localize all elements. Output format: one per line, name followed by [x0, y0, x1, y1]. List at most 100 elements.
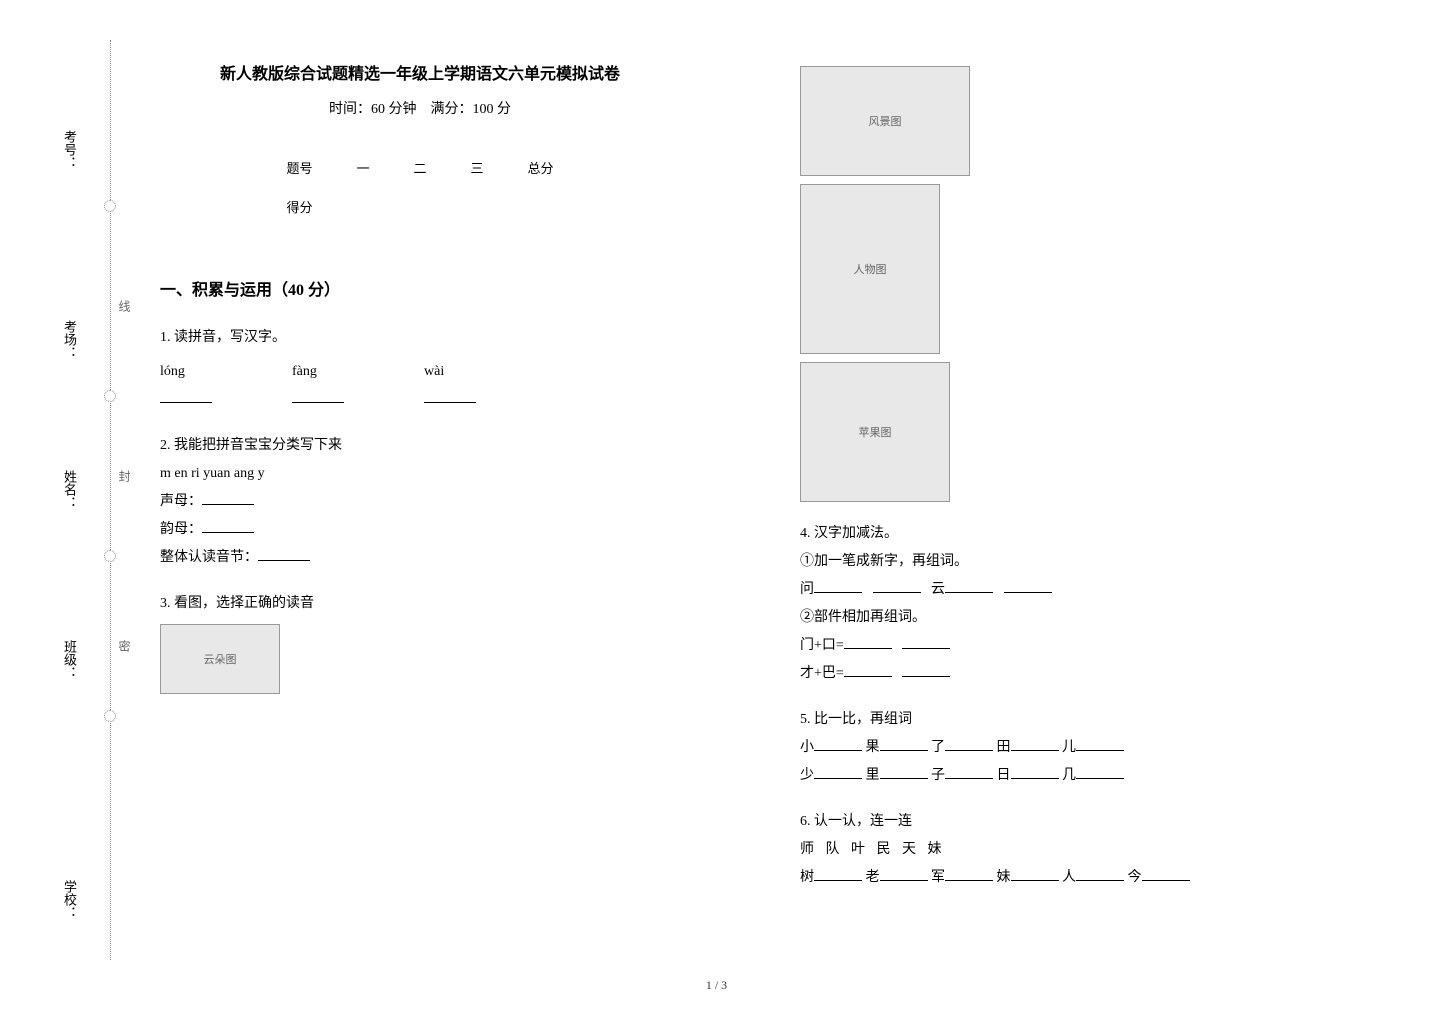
- score-header-cell: 总分: [506, 148, 576, 187]
- compare-char: 日: [997, 768, 1011, 783]
- q4-expr: 才+巴=: [800, 666, 844, 681]
- binding-circle: [104, 200, 116, 212]
- answer-blank[interactable]: [880, 867, 928, 881]
- answer-blank[interactable]: [1142, 867, 1190, 881]
- q2-row-label: 整体认读音节：: [160, 550, 258, 565]
- time-limit: 时间：60 分钟: [329, 102, 417, 117]
- answer-blank[interactable]: [160, 389, 212, 403]
- q1-pinyin-row: lóng fàng wài: [160, 358, 680, 414]
- q6-chars: 师 队 叶 民 天 妹: [800, 836, 1320, 864]
- answer-blank[interactable]: [945, 765, 993, 779]
- binding-circle: [104, 390, 116, 402]
- compare-char: 里: [866, 768, 880, 783]
- left-column: 新人教版综合试题精选一年级上学期语文六单元模拟试卷 时间：60 分钟 满分：10…: [160, 60, 720, 960]
- answer-blank[interactable]: [873, 579, 921, 593]
- question-4: 4. 汉字加减法。 ①加一笔成新字，再组词。 问 云 ②部件相加再组词。 门+口…: [800, 520, 1320, 688]
- q4-label: 4. 汉字加减法。: [800, 520, 1320, 548]
- answer-blank[interactable]: [880, 737, 928, 751]
- binding-label: 考场：: [60, 320, 79, 359]
- score-header-cell: 一: [334, 148, 391, 187]
- q1-pinyin: fàng: [292, 358, 344, 386]
- binding-dotted-line: [110, 40, 111, 960]
- exam-subtitle: 时间：60 分钟 满分：100 分: [160, 98, 680, 118]
- binding-label: 姓名：: [60, 470, 79, 509]
- binding-circle: [104, 550, 116, 562]
- right-column: 风景图 人物图 苹果图 4. 汉字加减法。 ①加一笔成新字，再组词。 问 云 ②…: [800, 60, 1360, 960]
- answer-blank[interactable]: [945, 579, 993, 593]
- compare-char: 田: [997, 740, 1011, 755]
- answer-blank[interactable]: [902, 635, 950, 649]
- q6-label: 6. 认一认，连一连: [800, 808, 1320, 836]
- q3-image-cloud: 云朵图: [160, 624, 280, 694]
- answer-blank[interactable]: [292, 389, 344, 403]
- question-3: 3. 看图，选择正确的读音 云朵图: [160, 590, 680, 694]
- compare-char: 子: [931, 768, 945, 783]
- answer-blank[interactable]: [202, 519, 254, 533]
- question-6: 6. 认一认，连一连 师 队 叶 民 天 妹 树 老 军 妹 人 今: [800, 808, 1320, 892]
- answer-blank[interactable]: [814, 765, 862, 779]
- question-5: 5. 比一比，再组词 小 果 了 田 儿 少 里 子 日 几: [800, 706, 1320, 790]
- compare-char: 了: [931, 740, 945, 755]
- answer-blank[interactable]: [1011, 867, 1059, 881]
- compare-char: 几: [1062, 768, 1076, 783]
- page-content: 新人教版综合试题精选一年级上学期语文六单元模拟试卷 时间：60 分钟 满分：10…: [160, 60, 1400, 960]
- answer-blank[interactable]: [1076, 867, 1124, 881]
- binding-circle: [104, 710, 116, 722]
- q3-label: 3. 看图，选择正确的读音: [160, 590, 680, 618]
- question-1: 1. 读拼音，写汉字。 lóng fàng wài: [160, 324, 680, 414]
- binding-seal-char: 线: [116, 300, 133, 312]
- compare-char: 儿: [1062, 740, 1076, 755]
- q3-image-apple: 苹果图: [800, 362, 950, 502]
- answer-blank[interactable]: [258, 547, 310, 561]
- q2-row-label: 韵母：: [160, 522, 202, 537]
- compare-char: 人: [1062, 870, 1076, 885]
- binding-seal-char: 封: [116, 470, 133, 482]
- compare-char: 果: [866, 740, 880, 755]
- q4-sub2: ②部件相加再组词。: [800, 604, 1320, 632]
- q3-image-person: 人物图: [800, 184, 940, 354]
- answer-blank[interactable]: [814, 737, 862, 751]
- answer-blank[interactable]: [424, 389, 476, 403]
- q1-label: 1. 读拼音，写汉字。: [160, 324, 680, 352]
- answer-blank[interactable]: [945, 737, 993, 751]
- score-value-row: 得分: [264, 187, 575, 226]
- answer-blank[interactable]: [844, 663, 892, 677]
- binding-strip: 考号：考场：姓名：班级：学校：线封密: [40, 0, 140, 1011]
- section-1-heading: 一、积累与运用（40 分）: [160, 276, 680, 300]
- answer-blank[interactable]: [202, 491, 254, 505]
- full-score: 满分：100 分: [431, 102, 512, 117]
- answer-blank[interactable]: [945, 867, 993, 881]
- answer-blank[interactable]: [1076, 765, 1124, 779]
- q5-label: 5. 比一比，再组词: [800, 706, 1320, 734]
- answer-blank[interactable]: [814, 867, 862, 881]
- binding-label: 班级：: [60, 640, 79, 679]
- answer-blank[interactable]: [880, 765, 928, 779]
- score-table: 题号 一 二 三 总分 得分: [264, 148, 575, 226]
- exam-title: 新人教版综合试题精选一年级上学期语文六单元模拟试卷: [160, 60, 680, 84]
- binding-label: 学校：: [60, 880, 79, 919]
- answer-blank[interactable]: [814, 579, 862, 593]
- compare-char: 树: [800, 870, 814, 885]
- score-row-label: 得分: [264, 187, 334, 226]
- q2-pinyin-list: m en ri yuan ang y: [160, 460, 680, 488]
- compare-char: 少: [800, 768, 814, 783]
- q4-char: 问: [800, 582, 814, 597]
- score-header-cell: 三: [449, 148, 506, 187]
- binding-seal-char: 密: [116, 640, 133, 652]
- answer-blank[interactable]: [1004, 579, 1052, 593]
- compare-char: 小: [800, 740, 814, 755]
- answer-blank[interactable]: [844, 635, 892, 649]
- q2-row-label: 声母：: [160, 494, 202, 509]
- q3-image-stack: 风景图 人物图 苹果图: [800, 66, 1320, 502]
- page-number: 1 / 3: [706, 978, 727, 993]
- answer-blank[interactable]: [1011, 737, 1059, 751]
- q4-expr: 门+口=: [800, 638, 844, 653]
- answer-blank[interactable]: [1076, 737, 1124, 751]
- compare-char: 今: [1128, 870, 1142, 885]
- question-2: 2. 我能把拼音宝宝分类写下来 m en ri yuan ang y 声母： 韵…: [160, 432, 680, 572]
- compare-char: 老: [866, 870, 880, 885]
- q1-pinyin: wài: [424, 358, 476, 386]
- answer-blank[interactable]: [902, 663, 950, 677]
- score-header-cell: 题号: [264, 148, 334, 187]
- answer-blank[interactable]: [1011, 765, 1059, 779]
